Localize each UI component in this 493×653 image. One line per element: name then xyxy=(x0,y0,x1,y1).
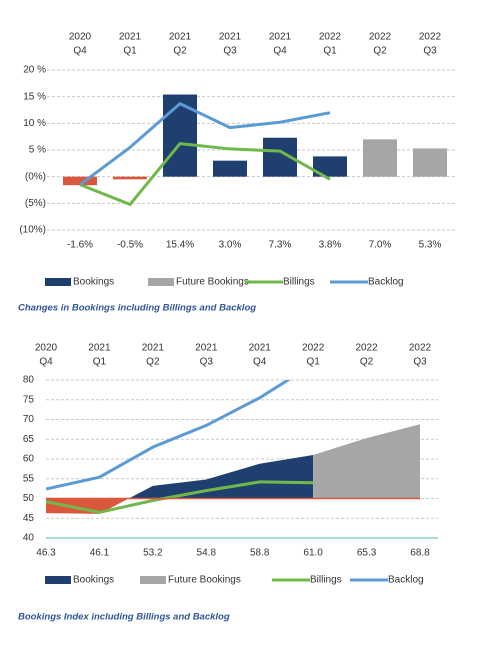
value-label: 3.8% xyxy=(319,240,342,251)
chart: 40 45 50 55 60 65 70 75 80 2020 Q4 2021 Q1 2021 Q2 2021… xyxy=(18,343,438,623)
value-label: 46.3 xyxy=(36,548,56,559)
y-tick-label: 80 xyxy=(23,375,35,386)
y-tick-label: 15 % xyxy=(23,91,46,102)
value-label: 65.3 xyxy=(357,548,377,559)
value-label: 61.0 xyxy=(303,548,323,559)
x-tick-label: Q1 xyxy=(93,357,107,368)
y-tick-label: 40 xyxy=(23,533,35,544)
area xyxy=(46,455,314,499)
legend-label: Billings xyxy=(310,575,342,586)
x-tick-label: 2021 xyxy=(119,32,142,43)
x-tick-label: Q1 xyxy=(306,357,320,368)
x-tick-label: Q1 xyxy=(323,46,337,57)
x-tick-label: Q1 xyxy=(123,46,137,57)
x-tick-label: Q3 xyxy=(423,46,437,57)
bar xyxy=(363,139,397,177)
x-tick-label: Q2 xyxy=(146,357,160,368)
x-tick-label: 2021 xyxy=(219,32,242,43)
legend-swatch xyxy=(45,278,71,286)
x-tick-label: 2021 xyxy=(88,343,111,354)
y-tick-label: 60 xyxy=(23,454,35,465)
x-tick-label: Q4 xyxy=(253,357,267,368)
x-tick-label: 2022 xyxy=(355,343,378,354)
value-label: 7.3% xyxy=(269,240,292,251)
legend-label: Backlog xyxy=(368,277,404,288)
line xyxy=(46,480,314,514)
x-tick-label: 2022 xyxy=(409,343,432,354)
x-tick-label: Q4 xyxy=(73,46,87,57)
x-tick-label: Q4 xyxy=(39,357,53,368)
y-tick-label: 65 xyxy=(23,434,35,445)
bar xyxy=(113,176,147,180)
x-tick-label: Q4 xyxy=(273,46,287,57)
area xyxy=(313,424,420,499)
y-tick-label: (5%) xyxy=(25,198,46,209)
line xyxy=(79,101,331,186)
bar xyxy=(413,148,447,177)
x-tick-label: 2021 xyxy=(269,32,292,43)
value-label: -1.6% xyxy=(67,240,93,251)
area-negative xyxy=(46,498,314,514)
value-label: 53.2 xyxy=(143,548,163,559)
legend-swatch xyxy=(148,278,174,286)
y-tick-label: 50 xyxy=(23,493,35,504)
value-label: 5.3% xyxy=(419,240,442,251)
bar xyxy=(63,176,97,186)
x-tick-label: Q3 xyxy=(413,357,427,368)
y-tick-label: 70 xyxy=(23,414,35,425)
x-tick-label: Q3 xyxy=(223,46,237,57)
value-label: 58.8 xyxy=(250,548,270,559)
legend-label: Bookings xyxy=(73,575,114,586)
x-tick-label: 2022 xyxy=(302,343,325,354)
value-label: 46.1 xyxy=(90,548,110,559)
bar xyxy=(213,160,247,177)
y-tick-label: (10%) xyxy=(19,225,46,236)
x-tick-label: Q3 xyxy=(200,357,214,368)
legend-label: Future Bookings xyxy=(176,277,249,288)
x-tick-label: Q2 xyxy=(173,46,187,57)
line xyxy=(79,142,331,207)
value-label: 68.8 xyxy=(410,548,430,559)
legend-swatch xyxy=(45,576,71,584)
y-tick-label: 75 xyxy=(23,394,35,405)
bar xyxy=(163,94,197,177)
legend-label: Future Bookings xyxy=(168,575,241,586)
y-tick-label: (0%) xyxy=(25,171,46,182)
x-tick-label: 2022 xyxy=(319,32,342,43)
bar xyxy=(313,156,347,177)
x-tick-label: Q2 xyxy=(373,46,387,57)
y-tick-label: 55 xyxy=(23,473,35,484)
x-tick-label: 2022 xyxy=(369,32,392,43)
x-tick-label: 2022 xyxy=(419,32,442,43)
x-tick-label: Q2 xyxy=(360,357,374,368)
value-label: 3.0% xyxy=(219,240,242,251)
x-tick-label: 2021 xyxy=(249,343,272,354)
legend-label: Backlog xyxy=(388,575,424,586)
chart: 20 % 15 % 10 % 5 % (0%) (5%) (10%) 2020 Q4 2021 Q1… xyxy=(18,32,455,314)
legend-swatch xyxy=(140,576,166,584)
chart-title: Changes in Bookings including Billings a… xyxy=(18,303,256,314)
x-tick-label: 2021 xyxy=(142,343,165,354)
chart-title: Bookings Index including Billings and Ba… xyxy=(18,612,230,623)
y-tick-label: 20 % xyxy=(23,65,46,76)
value-label: 15.4% xyxy=(166,240,194,251)
x-tick-label: 2020 xyxy=(35,343,58,354)
y-tick-label: 10 % xyxy=(23,118,46,129)
value-label: 7.0% xyxy=(369,240,392,251)
x-tick-label: 2021 xyxy=(195,343,218,354)
y-tick-label: 5 % xyxy=(29,145,46,156)
legend-label: Bookings xyxy=(73,277,114,288)
x-tick-label: 2020 xyxy=(69,32,92,43)
legend-label: Billings xyxy=(283,277,315,288)
y-tick-label: 45 xyxy=(23,513,35,524)
value-label: -0.5% xyxy=(117,240,143,251)
line xyxy=(46,380,291,491)
x-tick-label: 2021 xyxy=(169,32,192,43)
value-label: 54.8 xyxy=(197,548,217,559)
